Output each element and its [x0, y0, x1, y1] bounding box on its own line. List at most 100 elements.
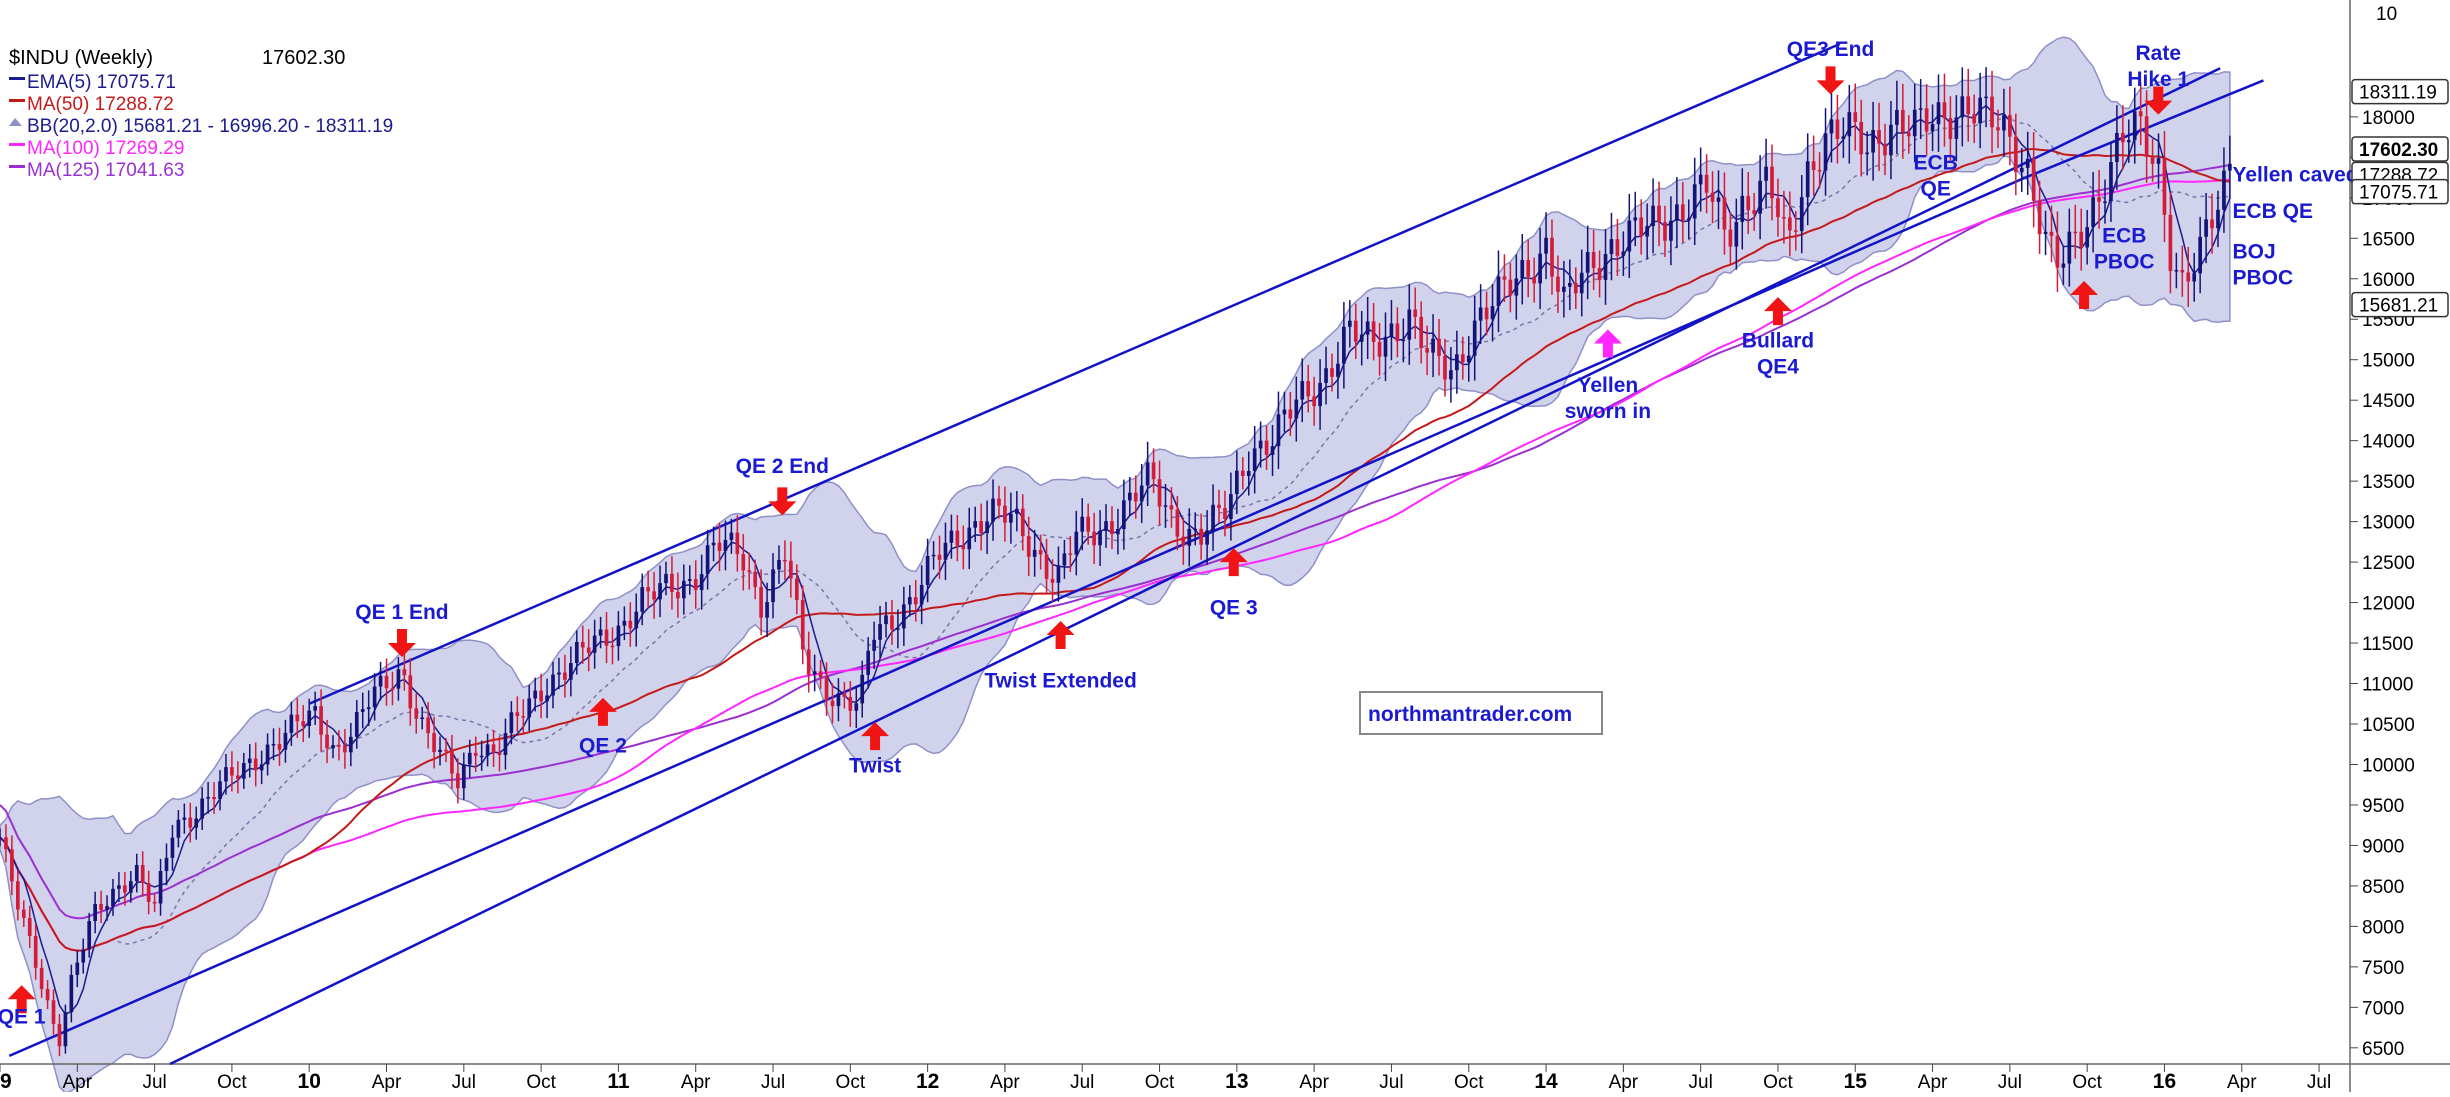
candle-body	[1264, 440, 1269, 455]
ema5-line	[0, 104, 2231, 1016]
annotation-label: QE4	[1757, 356, 1799, 379]
annotation-layer: QE 1 QE 1 End QE 2 QE 2 End Twist Twist Exten…	[0, 38, 2359, 1028]
candle-body	[467, 752, 472, 765]
candle-body	[1032, 549, 1037, 557]
candle-body	[1336, 363, 1340, 377]
candle-body	[836, 693, 841, 707]
candle-body	[1234, 470, 1239, 495]
candle-body	[301, 721, 306, 726]
candle-body	[1918, 108, 1923, 110]
candle-body	[158, 871, 163, 904]
candle-body	[670, 573, 674, 592]
candle-body	[1383, 336, 1388, 357]
candle-body	[1502, 276, 1507, 280]
candle-body	[1003, 505, 1007, 523]
candle-body	[164, 857, 169, 872]
y-tick-label: 8000	[2362, 917, 2404, 938]
candle-body	[1431, 338, 1435, 353]
candle-body	[604, 629, 609, 646]
candle-body	[824, 677, 829, 701]
annotation-label: ECB QE	[2233, 200, 2314, 223]
annotation-label: Bullard	[1742, 330, 1814, 353]
candle-body	[2049, 231, 2054, 236]
candle-body	[420, 717, 425, 720]
candle-body	[640, 587, 645, 612]
candle-body	[1026, 536, 1031, 557]
candle-body	[1722, 197, 1727, 230]
candle-body	[1508, 279, 1513, 296]
candle-body	[2079, 231, 2084, 248]
candle-body	[1990, 96, 1994, 128]
candle-body	[313, 706, 318, 711]
y-tick-label: 11500	[2362, 634, 2413, 655]
candle-body	[1930, 124, 1935, 132]
candle-body	[545, 695, 549, 702]
candle-body	[765, 602, 769, 618]
candle-body	[664, 573, 668, 584]
watermark-text: northmantrader.com	[1368, 703, 1572, 726]
x-tick-label: Apr	[63, 1072, 93, 1092]
candle-body	[1912, 109, 1917, 137]
candle-body	[307, 710, 312, 726]
candle-body	[1556, 276, 1560, 292]
candle-body	[1240, 470, 1245, 476]
candle-body	[1496, 276, 1501, 307]
candle-body	[800, 600, 805, 650]
y-axis: 6500 7000 7500 8000 8500 9000 9500 10000 10500 11…	[2350, 4, 2449, 1060]
y-tick-label: 10500	[2362, 715, 2415, 736]
candle-body	[461, 764, 466, 789]
candle-body	[1169, 505, 1174, 510]
annotation-label: PBOC	[2233, 267, 2294, 290]
candle-body	[1871, 130, 1875, 153]
candle-body	[830, 700, 835, 707]
x-tick-label: Jul	[1379, 1072, 1403, 1092]
legend-swatch	[9, 77, 25, 80]
candle-body	[1187, 528, 1192, 546]
candle-body	[1068, 553, 1073, 555]
candle-body	[1460, 354, 1465, 363]
x-tick-label: 12	[916, 1070, 939, 1092]
candle-body	[1972, 114, 1977, 124]
candle-body	[1199, 528, 1204, 545]
candle-body	[1615, 239, 1620, 256]
annotation-arrow-up	[7, 985, 36, 1014]
lower-channel-line	[169, 67, 2221, 1066]
candle-body	[247, 758, 252, 764]
candle-body	[75, 962, 80, 975]
candle-body	[1853, 112, 1858, 123]
candle-body	[402, 669, 407, 676]
candle-body	[1330, 368, 1334, 377]
candle-body	[1704, 174, 1709, 193]
x-tick-label: Jul	[1070, 1072, 1094, 1092]
candle-body	[479, 755, 484, 758]
candle-body	[2019, 167, 2024, 173]
annotation-arrow-down	[387, 629, 416, 658]
candle-body	[123, 885, 127, 893]
moving-average-layer	[0, 104, 2231, 1016]
trend-channel-layer	[8, 42, 2264, 1066]
candle-body	[794, 578, 799, 601]
candle-body	[188, 817, 193, 828]
candle-body	[485, 744, 490, 756]
annotation-arrow-up	[1763, 297, 1792, 326]
candle-body	[515, 712, 520, 717]
candle-body	[230, 767, 234, 776]
x-tick-label: Oct	[836, 1072, 866, 1092]
candle-body	[896, 628, 900, 630]
candle-body	[1948, 118, 1953, 139]
candle-body	[1038, 549, 1043, 555]
legend-swatch	[9, 99, 25, 102]
annotation-arrow-down	[768, 487, 797, 516]
candle-body	[616, 625, 621, 647]
candle-body	[1627, 220, 1632, 252]
candle-body	[200, 798, 205, 819]
x-tick-label: Oct	[1763, 1072, 1793, 1092]
candle-body	[194, 818, 199, 828]
candle-body	[1776, 198, 1780, 218]
x-tick-label: Oct	[526, 1072, 556, 1092]
candle-body	[860, 674, 865, 704]
legend-swatch	[9, 118, 22, 126]
candle-body	[533, 690, 538, 699]
candle-body	[2121, 132, 2125, 143]
